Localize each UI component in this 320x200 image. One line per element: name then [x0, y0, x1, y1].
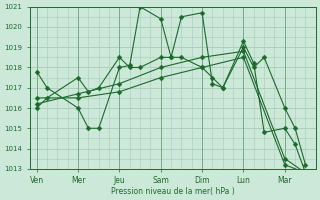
X-axis label: Pression niveau de la mer( hPa ): Pression niveau de la mer( hPa )	[111, 187, 235, 196]
